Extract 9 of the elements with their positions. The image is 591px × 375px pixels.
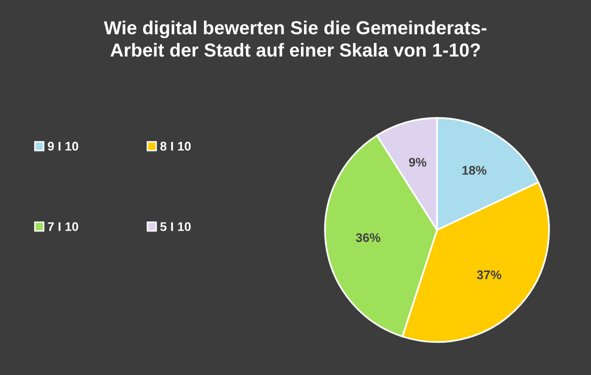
legend-label: 9 I 10 [48,142,78,151]
chart-title: Wie digital bewerten Sie die Gemeinderats- Arbeit der Stadt auf einer Skala von 1-10? [104,20,486,57]
data-label: 18% [462,166,486,175]
data-label: 36% [356,233,380,242]
legend-label: 5 I 10 [160,222,191,232]
data-label: 9% [409,158,426,167]
data-label: 37% [476,270,502,280]
legend-label: 8 I 10 [160,142,191,151]
legend-label: 7 I 10 [48,222,78,232]
